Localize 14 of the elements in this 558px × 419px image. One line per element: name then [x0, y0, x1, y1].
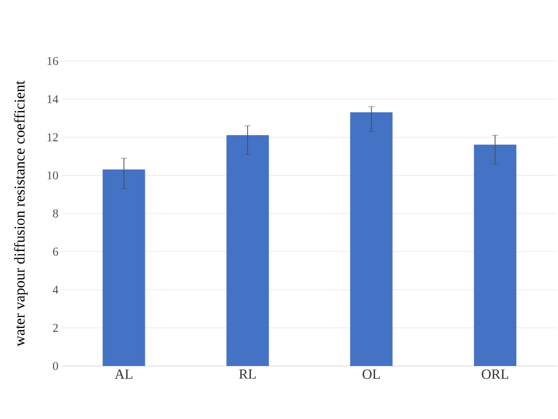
- y-tick-label: 10: [48, 171, 58, 180]
- y-axis-title: water vapour diffusion resistance coefficient: [14, 80, 28, 346]
- x-tick-label: OL: [362, 370, 380, 379]
- y-tick-label: 2: [53, 324, 58, 332]
- x-tick-label: ORL: [482, 370, 508, 379]
- y-tick-label: 6: [53, 248, 58, 256]
- y-tick-label: 4: [52, 286, 58, 294]
- y-tick-label: 8: [52, 209, 58, 218]
- x-tick-label: RL: [239, 370, 256, 379]
- y-tick-label: 0: [52, 362, 58, 370]
- y-tick-label: 16: [48, 56, 58, 66]
- x-tick-label: AL: [114, 370, 132, 379]
- y-tick-label: 14: [48, 95, 58, 104]
- y-tick-label: 12: [48, 133, 58, 142]
